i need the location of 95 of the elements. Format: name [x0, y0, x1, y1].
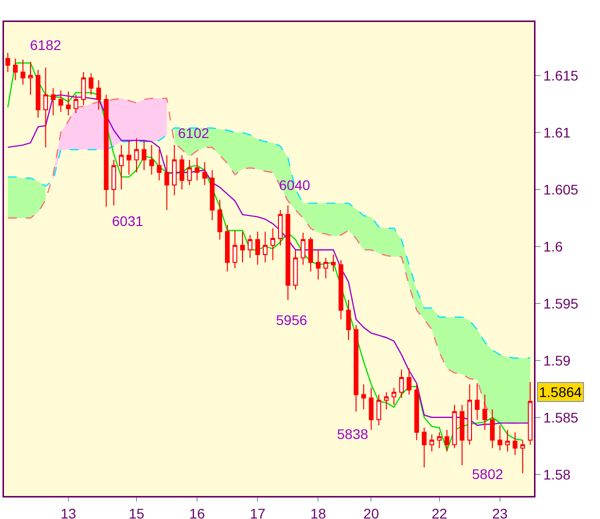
candlestick	[202, 162, 207, 186]
candlestick	[270, 228, 276, 261]
candlestick	[437, 432, 442, 449]
candlestick	[346, 300, 351, 340]
candlestick	[414, 384, 419, 441]
candlestick	[126, 140, 132, 176]
candlestick	[278, 210, 283, 246]
candlestick	[528, 382, 533, 446]
candlestick	[520, 440, 525, 474]
candlestick	[482, 394, 488, 430]
y-tick-label: 1.59	[543, 352, 571, 368]
candlestick	[240, 231, 245, 263]
candlestick	[217, 199, 222, 240]
candlestick	[444, 429, 450, 452]
candlestick	[308, 236, 313, 272]
candlestick	[50, 88, 56, 116]
candlestick	[149, 144, 154, 176]
y-tick-label: 1.595	[543, 295, 579, 312]
candlestick	[111, 159, 116, 206]
candlestick	[338, 260, 344, 320]
candlestick	[187, 159, 192, 186]
candlestick	[354, 324, 358, 412]
candlestick	[5, 52, 10, 73]
line-series	[7, 127, 531, 359]
candlestick	[225, 224, 230, 272]
candlestick	[505, 429, 510, 452]
text: 1.5864	[539, 384, 582, 400]
candlestick	[361, 384, 366, 410]
y-tick-label: 1.615	[543, 67, 579, 84]
candlestick	[262, 231, 268, 263]
candlestick	[248, 234, 252, 258]
candlestick	[429, 434, 434, 452]
candlestick	[81, 72, 86, 106]
candlestick	[58, 90, 64, 113]
candlestick	[180, 154, 184, 190]
candlestick	[498, 424, 502, 451]
y-tick-label: 1.605	[543, 181, 579, 198]
candlestick	[452, 404, 457, 449]
candlestick	[210, 170, 215, 221]
x-tick-label: 18	[310, 505, 326, 519]
candlestick	[255, 231, 260, 266]
x-tick-label: 20	[363, 505, 380, 519]
candlestick	[172, 144, 177, 196]
candlestick	[293, 249, 298, 290]
annotation: 5838	[337, 426, 368, 442]
candlestick	[88, 72, 94, 96]
candlestick	[384, 392, 389, 410]
candlestick	[467, 384, 472, 446]
candlestick	[316, 249, 321, 280]
annotation: 6040	[279, 177, 310, 193]
candlestick	[422, 427, 427, 468]
y-tick-label: 1.585	[543, 409, 579, 426]
candlestick	[28, 61, 33, 96]
y-tick-label: 1.61	[543, 124, 571, 140]
candlestick	[323, 257, 328, 279]
candlestick	[460, 404, 464, 466]
candlestick	[399, 369, 404, 399]
candlestick	[104, 94, 109, 208]
annotation: 5956	[276, 312, 308, 328]
annotation: 6102	[178, 125, 210, 141]
x-tick-label: 23	[492, 505, 508, 519]
candlestick	[156, 149, 162, 181]
candlestick	[512, 432, 518, 456]
candlestick	[164, 154, 170, 210]
x-tick-label: 15	[128, 505, 144, 519]
candlestick	[13, 58, 18, 81]
annotation: 6182	[30, 37, 62, 53]
candlestick	[142, 140, 146, 171]
candlestick	[36, 69, 40, 118]
y-tick-label: 1.6	[543, 238, 563, 254]
x-tick-label: 13	[60, 505, 76, 519]
candlestick	[119, 144, 124, 190]
candlestick	[194, 157, 200, 181]
annotation: 5802	[472, 466, 504, 482]
candlestick	[392, 387, 396, 406]
candlestick	[134, 138, 139, 173]
candlestick	[474, 382, 480, 420]
candlestick	[96, 80, 101, 110]
annotation: 6031	[112, 213, 144, 229]
candlestick	[286, 204, 290, 301]
x-tick-label: 22	[432, 505, 448, 519]
candlestick	[490, 408, 495, 449]
candlestick	[43, 67, 48, 148]
candlestick	[66, 91, 71, 116]
candlestick	[368, 387, 374, 430]
candlestick	[74, 94, 78, 114]
candlestick	[331, 254, 336, 272]
candlestick	[232, 230, 238, 269]
x-tick-label: 17	[250, 505, 266, 519]
candlestick	[20, 59, 26, 86]
x-tick-label: 16	[189, 505, 206, 519]
candlestick	[300, 232, 306, 266]
candlestick	[406, 368, 412, 396]
y-tick-label: 1.58	[543, 466, 571, 482]
candlestick	[376, 394, 382, 426]
